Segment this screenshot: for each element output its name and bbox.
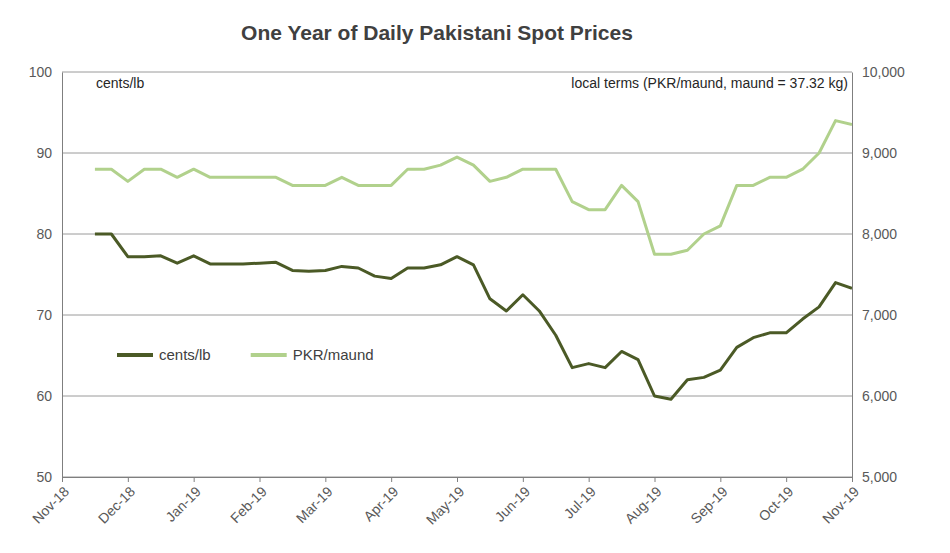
tick-mark bbox=[523, 477, 524, 482]
tick: 80 bbox=[36, 226, 62, 242]
tick-label: Nov-18 bbox=[29, 483, 72, 526]
y2-axis-title: local terms (PKR/maund, maund = 37.32 kg… bbox=[571, 75, 848, 91]
series-line bbox=[95, 121, 852, 255]
tick: Feb-19 bbox=[227, 477, 270, 526]
tick: Jun-19 bbox=[492, 477, 534, 525]
tick-label: 80 bbox=[36, 226, 52, 242]
grid-line bbox=[62, 315, 852, 316]
y-axis: 50 60 70 80 90 100 bbox=[29, 64, 63, 485]
tick-label: Apr-19 bbox=[360, 483, 401, 524]
series-line bbox=[95, 234, 852, 399]
tick: Jul-19 bbox=[561, 477, 599, 522]
tick-label: 9,000 bbox=[862, 145, 897, 161]
tick: Nov-19 bbox=[819, 477, 862, 527]
legend-item: PKR/maund bbox=[251, 346, 374, 363]
tick-mark bbox=[852, 477, 853, 482]
tick-label: Sep-19 bbox=[687, 483, 730, 526]
tick: 5,000 bbox=[852, 469, 897, 485]
legend-label: cents/lb bbox=[159, 346, 211, 363]
tick-label: 10,000 bbox=[862, 64, 905, 80]
tick-label: 6,000 bbox=[862, 388, 897, 404]
tick-label: Jun-19 bbox=[492, 483, 534, 525]
tick: Jan-19 bbox=[162, 477, 204, 525]
grid-line bbox=[62, 396, 852, 397]
title: One Year of Daily Pakistani Spot Prices bbox=[241, 21, 633, 44]
tick: 90 bbox=[36, 145, 62, 161]
tick: 6,000 bbox=[852, 388, 897, 404]
tick-label: Jan-19 bbox=[162, 483, 204, 525]
tick-mark bbox=[128, 477, 129, 482]
grid-line bbox=[62, 234, 852, 235]
legend-swatch bbox=[117, 353, 153, 357]
tick-label: Jul-19 bbox=[561, 483, 599, 521]
tick: Dec-18 bbox=[95, 477, 138, 527]
tick-label: 5,000 bbox=[862, 469, 897, 485]
tick-label: 7,000 bbox=[862, 307, 897, 323]
tick: 10,000 bbox=[852, 64, 905, 80]
tick-label: 50 bbox=[36, 469, 52, 485]
tick-mark bbox=[720, 477, 721, 482]
y-axis-title: cents/lb bbox=[96, 75, 144, 91]
plot-area bbox=[95, 121, 852, 400]
tick-label: Oct-19 bbox=[755, 483, 796, 524]
x-axis: Nov-18 Dec-18 Jan-19 Feb-19 Mar-19 Apr-19 May-… bbox=[29, 477, 862, 528]
chart: One Year of Daily Pakistani Spot Prices 5… bbox=[0, 0, 950, 553]
tick-mark bbox=[260, 477, 261, 482]
tick: 9,000 bbox=[852, 145, 897, 161]
tick-mark bbox=[457, 477, 458, 482]
legend: cents/lb PKR/maund bbox=[117, 346, 374, 363]
tick-label: Aug-19 bbox=[622, 483, 665, 526]
tick-label: Mar-19 bbox=[293, 483, 336, 526]
axis-line bbox=[852, 73, 853, 478]
tick: May-19 bbox=[423, 477, 467, 528]
tick: 60 bbox=[36, 388, 62, 404]
tick: 8,000 bbox=[852, 226, 897, 242]
y2-axis: 5,000 6,000 7,000 8,000 9,000 10,000 bbox=[852, 64, 905, 485]
tick-mark bbox=[589, 477, 590, 482]
tick-mark bbox=[325, 477, 326, 482]
tick-label: May-19 bbox=[423, 483, 467, 527]
tick: Oct-19 bbox=[755, 477, 796, 524]
tick-label: Feb-19 bbox=[227, 483, 270, 526]
tick-label: 8,000 bbox=[862, 226, 897, 242]
tick: Mar-19 bbox=[293, 477, 336, 526]
tick-label: Nov-19 bbox=[819, 483, 862, 526]
tick-label: 90 bbox=[36, 145, 52, 161]
tick-label: 100 bbox=[29, 64, 53, 80]
tick-mark bbox=[786, 477, 787, 482]
tick: 70 bbox=[36, 307, 62, 323]
tick: 50 bbox=[36, 469, 62, 485]
tick: Apr-19 bbox=[360, 477, 401, 524]
tick-mark bbox=[391, 477, 392, 482]
tick-mark bbox=[194, 477, 195, 482]
grid-line bbox=[62, 153, 852, 154]
tick-mark bbox=[655, 477, 656, 482]
tick: Aug-19 bbox=[622, 477, 665, 527]
tick-label: Dec-18 bbox=[95, 483, 138, 526]
tick-mark bbox=[62, 477, 63, 482]
legend-swatch bbox=[251, 353, 287, 357]
grid bbox=[62, 72, 852, 477]
legend-label: PKR/maund bbox=[293, 346, 374, 363]
tick-label: 60 bbox=[36, 388, 52, 404]
tick: Nov-18 bbox=[29, 477, 72, 527]
tick: 100 bbox=[29, 64, 62, 80]
grid-line bbox=[62, 72, 852, 73]
axis-line bbox=[62, 73, 63, 478]
legend-item: cents/lb bbox=[117, 346, 211, 363]
tick: Sep-19 bbox=[687, 477, 730, 527]
tick: 7,000 bbox=[852, 307, 897, 323]
tick-label: 70 bbox=[36, 307, 52, 323]
